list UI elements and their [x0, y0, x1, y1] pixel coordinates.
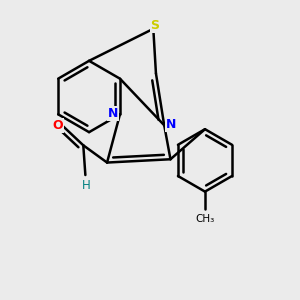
Text: S: S: [150, 19, 159, 32]
Text: H: H: [82, 178, 90, 192]
Text: N: N: [166, 118, 176, 131]
Text: CH₃: CH₃: [195, 214, 214, 224]
Text: O: O: [52, 119, 63, 132]
Text: N: N: [108, 107, 118, 120]
